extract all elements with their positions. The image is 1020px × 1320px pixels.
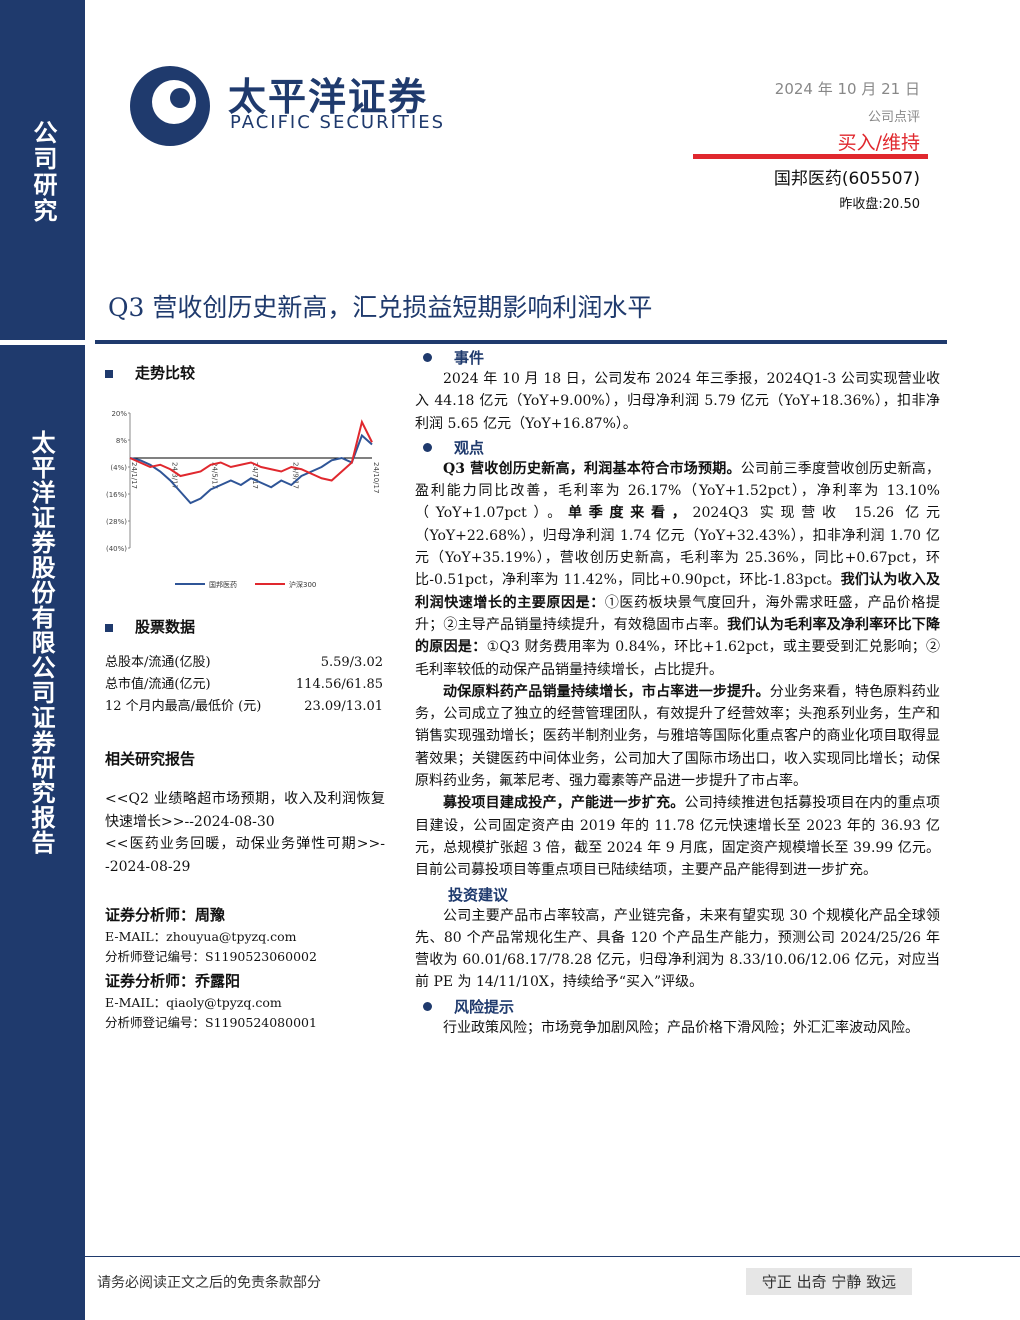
paragraph: 动保原料药产品销量持续增长，市占率进一步提升。分业务来看，特色原料药业务，公司成… bbox=[415, 681, 940, 792]
motto: 守正 出奇 宁静 致远 bbox=[746, 1268, 912, 1295]
section-heading-text: 投资建议 bbox=[448, 885, 509, 904]
body: 事件 2024 年 10 月 18 日，公司发布 2024 年三季报，2024Q1… bbox=[415, 345, 940, 1039]
trend-heading: 走势比较 bbox=[105, 362, 195, 383]
paragraph: 募投项目建成投产，产能进一步扩充。公司持续推进包括募投项目在内的重点项目建设，公… bbox=[415, 792, 940, 881]
stock-data-table: 总股本/流通(亿股) 5.59/3.02 总市值/流通(亿元) 114.56/61.8… bbox=[105, 652, 383, 718]
y-tick-label: (16%) bbox=[106, 491, 127, 499]
trend-chart: 20% 8% (4%) (16%) (28%) (40%) 24/1/17 24/3/17 24… bbox=[106, 410, 380, 589]
related-item: <<医药业务回暖，动保业务弹性可期>>--2024-08-29 bbox=[105, 836, 385, 875]
x-tick-label: 24/9/17 bbox=[291, 462, 299, 489]
series-line bbox=[129, 419, 373, 482]
disclaimer: 请务必阅读正文之后的免责条款部分 bbox=[97, 1275, 321, 1291]
close-price: 昨收盘:20.50 bbox=[839, 197, 920, 212]
section-heading: 观点 bbox=[415, 437, 940, 458]
paragraph-run: 我们认为毛利率及净利率环比下降的原因是： bbox=[415, 616, 941, 656]
paragraph-run: 我们认为收入及利润快速增长的主要原因是： bbox=[415, 572, 940, 611]
section-heading: 投资建议 bbox=[415, 884, 940, 905]
rating: 买入/维持 bbox=[837, 132, 920, 154]
bullet bbox=[423, 442, 432, 452]
stock-value: 5.59/3.02 bbox=[320, 655, 383, 670]
stock-label: 12 个月内最高/最低价 (元) bbox=[105, 699, 262, 714]
paragraph-run: ①医药板块景气度回升，海外需求旺盛，产品价格提升；②主导产品销量持续提升，有效稳… bbox=[415, 594, 941, 633]
paragraph-run: 公司持续推进包括募投项目在内的重点项目建设，公司固定资产由 2019 年的 11… bbox=[415, 795, 940, 879]
stock-data-heading-text: 股票数据 bbox=[135, 618, 196, 636]
company-name-en: PACIFIC SECURITIES bbox=[230, 112, 445, 133]
stock-value: 114.56/61.85 bbox=[295, 677, 383, 692]
y-tick-label: (40%) bbox=[106, 545, 127, 553]
section-heading-text: 事件 bbox=[454, 349, 485, 367]
paragraph-run: 单季度来看， bbox=[568, 505, 693, 522]
stock-row: 总市值/流通(亿元) 114.56/61.85 bbox=[105, 674, 383, 696]
analysts: 证券分析师：周豫 E-MAIL：zhouyua@tpyzq.com 分析师登记编号：… bbox=[105, 903, 390, 1033]
paragraph-run: 2024Q3 实现营收 15.26 亿元（YoY+22.68%），归母净利润 1… bbox=[415, 505, 940, 589]
x-tick-label: 24/7/17 bbox=[251, 462, 259, 489]
analyst-info: E-MAIL：qiaoly@tpyzq.com bbox=[105, 995, 282, 1010]
x-tick-label: 24/1/17 bbox=[130, 462, 138, 489]
y-tick-label: (4%) bbox=[110, 464, 127, 472]
stock-name: 国邦医药(605507) bbox=[773, 169, 920, 189]
analyst-info: E-MAIL：zhouyua@tpyzq.com bbox=[105, 929, 297, 944]
related-list: <<Q2 业绩略超市场预期，收入及利润恢复快速增长>>--2024-08-30 <… bbox=[105, 788, 385, 878]
related-item: <<Q2 业绩略超市场预期，收入及利润恢复快速增长>>--2024-08-30 bbox=[105, 791, 385, 830]
series-line bbox=[129, 433, 373, 505]
logo bbox=[110, 26, 210, 170]
footer-rule bbox=[85, 1256, 1020, 1257]
related-heading: 相关研究报告 bbox=[105, 750, 196, 768]
rating-rule bbox=[693, 154, 928, 159]
section-heading: 事件 bbox=[415, 347, 940, 368]
section-heading: 风险提示 bbox=[415, 996, 940, 1017]
paragraph-run: 公司主要产品市占率较高，产业链完备，未来有望实现 30 个规模化产品全球领先、8… bbox=[415, 907, 940, 991]
title-rule bbox=[95, 340, 947, 344]
paragraph-run: 公司前三季度营收创历史新高，盈利能力同比改善，毛利率为 26.17%（YoY+1… bbox=[415, 460, 941, 522]
paragraph-run: Q3 营收创历史新高，利润基本符合市场预期。 bbox=[443, 460, 741, 477]
legend-label: 沪深300 bbox=[289, 580, 316, 589]
x-tick-label: 24/5/17 bbox=[211, 462, 219, 489]
date: 2024 年 10 月 21 日 bbox=[774, 80, 920, 98]
trend-heading-text: 走势比较 bbox=[135, 364, 196, 382]
paragraph-run: 募投项目建成投产，产能进一步扩充。 bbox=[443, 795, 685, 812]
sidebar-bottom: 太平洋证券股份有限公司证券研究报告 bbox=[0, 345, 85, 1320]
stock-row: 总股本/流通(亿股) 5.59/3.02 bbox=[105, 652, 383, 674]
x-tick-label: 24/3/17 bbox=[170, 462, 178, 489]
section-heading-text: 风险提示 bbox=[454, 997, 515, 1016]
y-tick-label: 8% bbox=[116, 437, 127, 445]
paragraph-run: 2024 年 10 月 18 日，公司发布 2024 年三季报，2024Q1-3… bbox=[415, 371, 940, 432]
stock-data-heading: 股票数据 bbox=[105, 616, 195, 637]
bullet bbox=[423, 1001, 432, 1011]
stock-label: 总市值/流通(亿元) bbox=[105, 677, 211, 692]
paragraph: Q3 营收创历史新高，利润基本符合市场预期。公司前三季度营收创历史新高，盈利能力… bbox=[415, 458, 940, 681]
stock-value: 23.09/13.01 bbox=[304, 699, 383, 714]
sidebar-bottom-text: 太平洋证券股份有限公司证券研究报告 bbox=[27, 430, 56, 855]
company-name: 太平洋证券 bbox=[228, 75, 429, 119]
paragraph-run: 分业务来看，特色原料药业务，公司成立了独立的经营管理团队，有效提升了经营效率；头… bbox=[415, 683, 940, 790]
report-type: 公司点评 bbox=[867, 110, 920, 125]
section-heading-text: 观点 bbox=[454, 438, 485, 457]
bullet bbox=[423, 353, 432, 362]
stock-label: 总股本/流通(亿股) bbox=[105, 655, 211, 670]
y-tick-label: (28%) bbox=[106, 518, 127, 526]
paragraph: 行业政策风险；市场竞争加剧风险；产品价格下滑风险；外汇汇率波动风险。 bbox=[415, 1017, 940, 1039]
paragraph: 2024 年 10 月 18 日，公司发布 2024 年三季报，2024Q1-3… bbox=[415, 368, 940, 435]
stock-row: 12 个月内最高/最低价 (元) 23.09/13.01 bbox=[105, 696, 383, 718]
analyst-info: 分析师登记编号：S1190523060002 bbox=[105, 949, 317, 964]
paragraph: 公司主要产品市占率较高，产业链完备，未来有望实现 30 个规模化产品全球领先、8… bbox=[415, 905, 940, 994]
x-tick-label: 24/10/17 bbox=[372, 462, 380, 493]
paragraph-run: ①Q3 财务费用率为 0.84%，环比+1.62pct，或主要受到汇兑影响；②毛… bbox=[415, 639, 941, 678]
y-tick-label: 20% bbox=[111, 410, 127, 418]
analyst-info: 分析师登记编号：S1190524080001 bbox=[105, 1015, 317, 1030]
analyst-name: 证券分析师：乔露阳 bbox=[105, 972, 241, 990]
report-title: Q3 营收创历史新高，汇兑损益短期影响利润水平 bbox=[108, 293, 653, 322]
analyst-name: 证券分析师：周豫 bbox=[105, 906, 226, 924]
paragraph-run: 行业政策风险；市场竞争加剧风险；产品价格下滑风险；外汇汇率波动风险。 bbox=[443, 1019, 919, 1036]
sidebar-top: 公司研究 bbox=[0, 0, 85, 340]
paragraph-run: 动保原料药产品销量持续增长，市占率进一步提升。 bbox=[443, 683, 770, 700]
legend-label: 国邦医药 bbox=[209, 580, 237, 589]
sidebar-top-text: 公司研究 bbox=[29, 120, 58, 224]
